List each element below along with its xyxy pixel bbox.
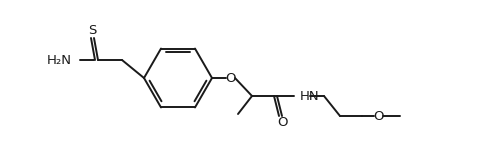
- Text: O: O: [373, 109, 383, 122]
- Text: H₂N: H₂N: [47, 53, 72, 66]
- Text: O: O: [278, 117, 288, 129]
- Text: O: O: [225, 71, 235, 84]
- Text: HN: HN: [300, 89, 319, 102]
- Text: S: S: [88, 24, 96, 36]
